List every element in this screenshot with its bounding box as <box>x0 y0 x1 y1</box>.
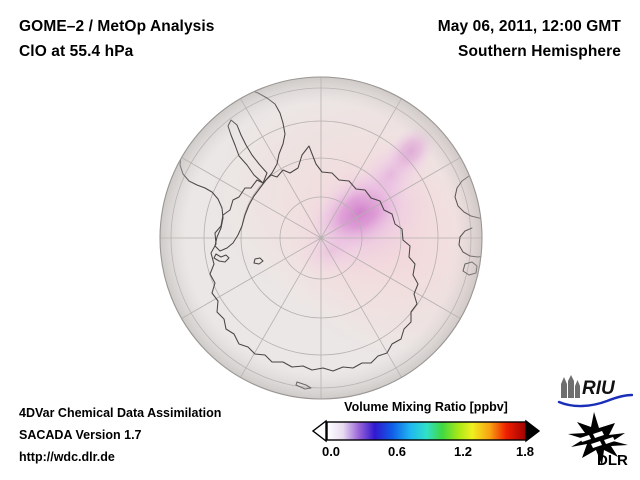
riu-logo-text: RIU <box>582 378 616 399</box>
instrument-title: GOME–2 / MetOp Analysis <box>19 18 215 35</box>
dlr-logo-text: DLR <box>597 452 628 468</box>
colorbar-tick-1: 0.6 <box>387 444 407 459</box>
riu-logo: RIU <box>557 374 634 408</box>
coastline-africa <box>444 97 457 130</box>
colorbar-tick-2: 1.2 <box>453 444 473 459</box>
globe-contents <box>160 77 482 399</box>
hemisphere-label: Southern Hemisphere <box>458 43 621 60</box>
globe-map <box>159 76 483 400</box>
colorbar-title: Volume Mixing Ratio [ppbv] <box>344 400 508 414</box>
colorbar-scale <box>312 419 540 443</box>
timestamp-label: May 06, 2011, 12:00 GMT <box>437 18 621 35</box>
header-left-block: GOME–2 / MetOp Analysis ClO at 55.4 hPa <box>19 14 215 64</box>
colorbar-border <box>326 421 527 441</box>
dlr-star-cutouts <box>580 431 615 448</box>
globe-limb-outline <box>159 76 483 400</box>
credits-block: 4DVar Chemical Data Assimilation SACADA … <box>19 402 221 468</box>
header-right-block: May 06, 2011, 12:00 GMT Southern Hemisph… <box>438 14 621 64</box>
colorbar-right-cap <box>525 419 540 443</box>
dlr-logo-svg: DLR <box>568 412 628 469</box>
colorbar-tick-3: 1.8 <box>515 444 535 459</box>
colorbar-tick-0: 0.0 <box>321 444 341 459</box>
species-level-subtitle: ClO at 55.4 hPa <box>19 43 134 60</box>
colorbar-block: Volume Mixing Ratio [ppbv] <box>312 400 540 462</box>
limb-shading <box>160 77 482 399</box>
dlr-star-icon <box>568 412 628 465</box>
credit-url[interactable]: http://wdc.dlr.de <box>19 450 115 464</box>
colorbar-gradient <box>327 422 526 440</box>
coastline-new-zealand <box>471 289 481 313</box>
dlr-logo: DLR <box>560 412 634 469</box>
colorbar-left-cap <box>312 419 327 443</box>
riu-swoosh-icon <box>557 393 634 408</box>
orthographic-projection-svg <box>159 76 483 400</box>
riu-logo-svg: RIU <box>557 375 634 408</box>
colorbar-tick-labels: 0.0 0.6 1.2 1.8 <box>312 444 540 462</box>
riu-tower-icon <box>561 375 580 398</box>
credit-method: 4DVar Chemical Data Assimilation <box>19 406 222 420</box>
credit-version: SACADA Version 1.7 <box>19 428 142 442</box>
